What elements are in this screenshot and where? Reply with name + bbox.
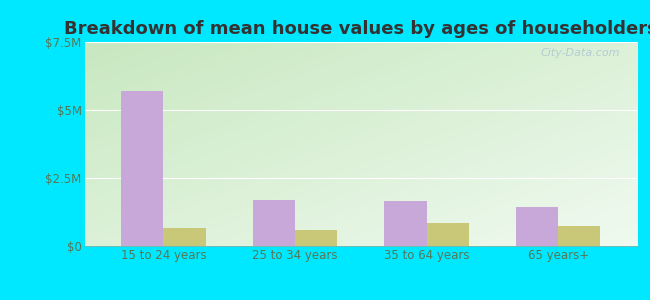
Bar [426, 223, 469, 246]
Bar [253, 200, 295, 246]
Bar [384, 201, 426, 246]
Bar [163, 228, 205, 246]
Bar [295, 230, 337, 246]
Text: City-Data.com: City-Data.com [541, 48, 620, 58]
Bar [558, 226, 600, 246]
Bar [516, 207, 558, 246]
Title: Breakdown of mean house values by ages of householders: Breakdown of mean house values by ages o… [64, 20, 650, 38]
Bar [122, 91, 163, 246]
